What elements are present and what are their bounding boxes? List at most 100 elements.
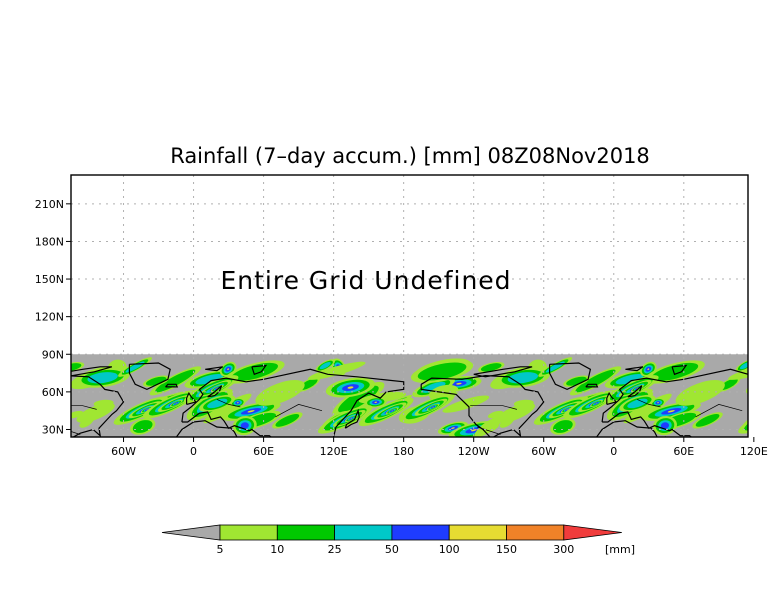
coastlines (71, 362, 748, 437)
colorbar-bin (276, 524, 335, 541)
rain-patch (566, 409, 569, 411)
rain-patch (749, 409, 783, 430)
colorbar-label: 100 (439, 543, 460, 556)
coastline (627, 385, 643, 398)
colorbar-bin (391, 524, 450, 541)
rain-patch (739, 362, 748, 370)
rain-patch (474, 416, 503, 437)
rain-patch (487, 410, 504, 419)
rain-patch (675, 380, 725, 406)
colorbar-unit: [mm] (605, 543, 635, 556)
lon-tick-label: 180 (393, 445, 414, 458)
colorbar-label: 300 (553, 543, 574, 556)
rain-patch (347, 386, 354, 389)
colorbar-label: 150 (496, 543, 517, 556)
rain-patch (769, 417, 774, 420)
coastline (420, 374, 545, 437)
rain-patch (657, 402, 659, 404)
latitude-axis: 30N 60N 90N 120N 150N 180N 210N (35, 198, 71, 436)
coastline (585, 383, 599, 388)
coastline (549, 362, 592, 391)
coastline (186, 391, 198, 405)
rain-patch (374, 401, 378, 403)
rain-patch (746, 377, 748, 398)
lat-tick-label: 180N (35, 235, 64, 248)
colorbar-under-arrow (161, 524, 221, 541)
rain-patch (750, 417, 763, 427)
rain-patch (76, 402, 115, 423)
rain-patch (695, 414, 720, 427)
rain-patch (776, 393, 784, 431)
rain-patch (227, 368, 230, 371)
coastline (128, 362, 171, 391)
rain-patch (755, 410, 783, 428)
rain-patch (751, 358, 767, 376)
map-area (71, 175, 784, 437)
lon-tick-label: 0 (190, 445, 197, 458)
rain-patch (660, 422, 670, 429)
lon-tick-label: 120E (740, 445, 768, 458)
colorbar-label: 5 (217, 543, 224, 556)
rain-patch (216, 387, 218, 389)
rain-patch (319, 362, 331, 370)
rain-patch (595, 402, 598, 404)
rain-patch (499, 417, 514, 428)
rain-patch (513, 399, 534, 408)
rain-patch (451, 427, 455, 429)
rain-patch (417, 362, 467, 381)
rain-patch (752, 407, 784, 429)
lat-tick-label: 120N (35, 311, 64, 324)
rain-patch (207, 398, 228, 409)
colorbar-label: 25 (328, 543, 342, 556)
lat-tick-label: 90N (42, 348, 64, 361)
lat-tick-label: 150N (35, 273, 64, 286)
rain-patch (755, 363, 762, 371)
rain-patch (247, 410, 255, 413)
rain-patch (255, 380, 305, 406)
political-border (470, 405, 517, 410)
political-border (477, 426, 501, 435)
coastline (207, 385, 223, 398)
rain-patch (93, 399, 114, 408)
rain-patch (432, 406, 434, 408)
rain-patch (755, 381, 784, 417)
rain-patch (636, 387, 639, 389)
rain-patch (146, 409, 148, 411)
colorbar-legend: 5 10 25 50 100 150 300 [mm] (161, 524, 635, 556)
lon-tick-label: 60W (531, 445, 556, 458)
coastline (595, 420, 666, 437)
rain-patch (240, 422, 249, 429)
rain-patch (759, 412, 779, 425)
coastline (601, 368, 748, 437)
lon-tick-label: 60E (253, 445, 274, 458)
rain-patch (307, 361, 366, 380)
political-border (71, 405, 97, 410)
colorbar-label: 50 (385, 543, 399, 556)
map-title: Rainfall (7–day accum.) [mm] 08Z08Nov201… (170, 144, 650, 168)
political-border (636, 399, 661, 408)
rain-patch (391, 410, 393, 412)
colorbar-bin (219, 524, 278, 541)
rain-patch (766, 415, 777, 422)
colorbar-bin (506, 524, 565, 541)
political-border (275, 404, 323, 418)
rain-patch (749, 356, 770, 379)
rain-patch (750, 377, 784, 398)
rain-patch (236, 402, 239, 404)
coastline (165, 383, 179, 388)
rain-patch (79, 417, 94, 428)
rain-patch (647, 368, 650, 371)
rain-patch (175, 402, 177, 404)
coastline (625, 366, 644, 372)
lon-tick-label: 120E (320, 445, 348, 458)
rainfall-field (71, 356, 784, 437)
coastline (71, 375, 125, 437)
rain-patch (728, 361, 748, 380)
coastline (606, 391, 618, 405)
rain-patch (470, 429, 477, 432)
rain-patch (456, 382, 462, 385)
political-border (216, 399, 241, 408)
rain-patch (615, 374, 644, 385)
rain-patch (275, 414, 300, 427)
rain-patch (195, 374, 224, 385)
